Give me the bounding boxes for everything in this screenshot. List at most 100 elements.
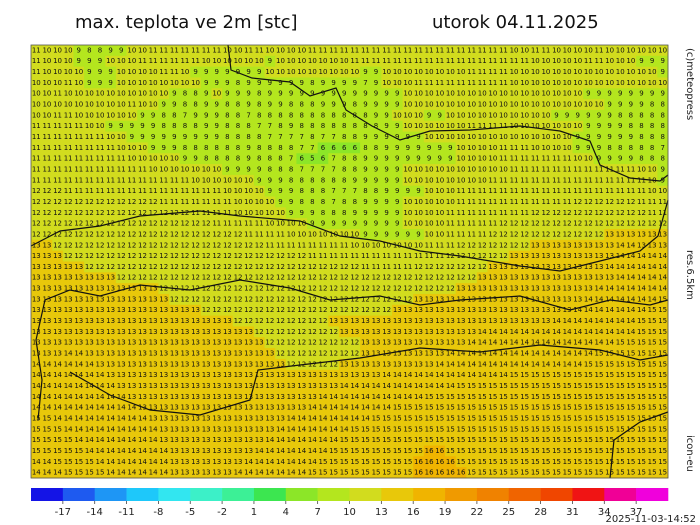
grid-value: 14 <box>595 285 604 293</box>
grid-cell <box>73 207 85 219</box>
grid-value: 11 <box>372 252 381 260</box>
grid-cell <box>434 218 446 230</box>
grid-cell <box>94 467 106 479</box>
grid-cell <box>657 153 669 165</box>
grid-value: 8 <box>321 176 325 184</box>
grid-value: 13 <box>138 371 147 379</box>
grid-cell <box>519 380 531 392</box>
grid-value: 12 <box>255 252 264 260</box>
grid-value: 11 <box>212 198 221 206</box>
grid-cell <box>31 369 43 381</box>
grid-value: 10 <box>127 90 136 98</box>
grid-value: 9 <box>246 165 250 173</box>
grid-value: 11 <box>32 144 41 152</box>
grid-cell <box>232 185 244 197</box>
grid-value: 10 <box>573 90 582 98</box>
grid-value: 10 <box>393 111 402 119</box>
grid-cell <box>498 131 510 143</box>
grid-cell <box>402 337 414 349</box>
grid-cell <box>593 120 605 132</box>
grid-value: 9 <box>618 133 622 141</box>
grid-cell <box>200 109 212 122</box>
grid-cell <box>126 304 138 317</box>
grid-cell <box>391 109 403 122</box>
grid-cell <box>31 55 43 68</box>
grid-cell <box>360 120 372 132</box>
grid-value: 10 <box>403 198 412 206</box>
grid-value: 11 <box>541 46 550 54</box>
grid-value: 11 <box>53 144 62 152</box>
grid-value: 15 <box>626 371 635 379</box>
grid-cell <box>328 229 340 241</box>
grid-cell <box>370 423 382 436</box>
grid-value: 13 <box>340 371 349 379</box>
grid-value: 15 <box>446 404 455 412</box>
grid-value: 11 <box>478 57 487 65</box>
grid-value: 15 <box>605 414 614 422</box>
grid-cell <box>158 402 170 414</box>
grid-value: 8 <box>639 144 643 152</box>
grid-cell <box>211 88 223 100</box>
grid-cell <box>52 348 64 360</box>
grid-cell <box>158 445 170 457</box>
grid-value: 12 <box>329 360 338 368</box>
grid-cell <box>572 326 584 338</box>
grid-cell <box>31 185 43 197</box>
grid-value: 13 <box>42 328 51 336</box>
grid-value: 11 <box>520 198 529 206</box>
grid-value: 12 <box>297 274 306 282</box>
grid-cell <box>476 434 488 446</box>
grid-value: 15 <box>42 436 51 444</box>
grid-cell <box>179 109 191 122</box>
grid-cell <box>115 239 127 252</box>
grid-cell <box>190 369 202 381</box>
grid-value: 14 <box>520 328 529 336</box>
grid-value: 12 <box>212 295 221 303</box>
grid-cell <box>583 293 595 306</box>
grid-cell <box>285 380 297 392</box>
grid-value: 8 <box>299 187 303 195</box>
grid-cell <box>508 239 520 252</box>
grid-value: 14 <box>372 404 381 412</box>
grid-cell <box>179 164 191 176</box>
grid-cell <box>222 55 234 68</box>
grid-cell <box>360 434 372 446</box>
grid-value: 9 <box>597 144 601 152</box>
grid-cell <box>434 229 446 241</box>
grid-value: 13 <box>149 360 158 368</box>
grid-cell <box>625 239 637 252</box>
grid-cell <box>529 196 541 208</box>
grid-value: 12 <box>276 339 285 347</box>
grid-cell <box>158 423 170 436</box>
grid-value: 15 <box>658 469 667 477</box>
grid-value: 12 <box>552 230 561 238</box>
grid-value: 10 <box>563 144 572 152</box>
grid-cell <box>476 358 488 371</box>
grid-value: 13 <box>138 328 147 336</box>
grid-cell <box>413 402 425 414</box>
grid-cell <box>169 218 181 230</box>
grid-cell <box>423 467 435 479</box>
grid-value: 14 <box>446 382 455 390</box>
grid-cell <box>232 348 244 360</box>
grid-cell <box>370 77 382 89</box>
grid-cell <box>370 218 382 230</box>
grid-cell <box>317 99 329 111</box>
grid-cell <box>253 120 265 132</box>
grid-value: 8 <box>289 176 293 184</box>
grid-value: 13 <box>573 274 582 282</box>
grid-cell <box>445 239 457 252</box>
grid-cell <box>285 456 297 468</box>
border-line <box>30 199 669 272</box>
grid-value: 10 <box>414 198 423 206</box>
grid-cell <box>487 207 499 219</box>
grid-cell <box>158 293 170 306</box>
grid-cell <box>583 315 595 327</box>
grid-value: 15 <box>520 404 529 412</box>
grid-cell <box>508 391 520 403</box>
grid-cell <box>391 45 403 57</box>
grid-cell <box>636 348 648 360</box>
grid-value: 14 <box>308 414 317 422</box>
grid-cell <box>540 131 552 143</box>
grid-value: 12 <box>308 306 317 314</box>
